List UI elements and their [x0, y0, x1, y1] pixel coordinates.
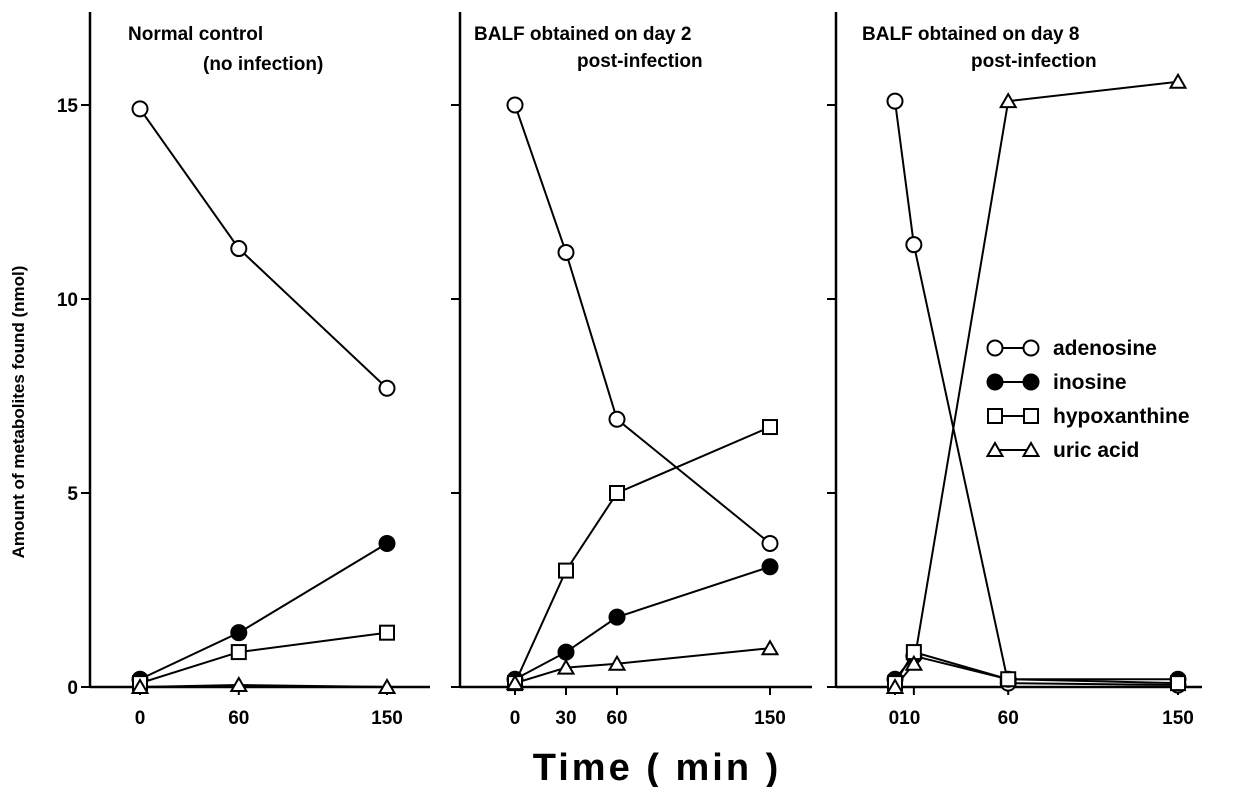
- legend-adenosine-marker-end: [1022, 339, 1040, 357]
- panel-1-adenosine-line: [139, 108, 388, 389]
- panel-3-hypoxanthine-point-60: [1000, 671, 1017, 688]
- panel-1-title-line-2: (no infection): [203, 54, 323, 75]
- panel-3-title-line-1: BALF obtained on day 8: [862, 24, 1079, 45]
- panel-1-inosine-line: [139, 542, 388, 681]
- panel-2-x-tick-label-0: 0: [510, 708, 521, 729]
- panel-3-adenosine-point-0: [886, 92, 904, 110]
- panel-3-uric-acid-line: [894, 80, 1179, 688]
- panel-2-adenosine-point-0: [506, 96, 524, 114]
- legend-hypoxanthine-marker-start: [987, 408, 1003, 424]
- legend-uric-acid-marker-end: [1021, 440, 1041, 457]
- y-axis-label: Amount of metabolites found (nmol): [9, 266, 28, 559]
- panel-1-hypoxanthine-point-150: [379, 624, 395, 641]
- legend-uric-acid-marker-start: [985, 440, 1005, 457]
- panel-2-inosine-line: [514, 565, 771, 681]
- panel-2-x-tick-label-150: 150: [754, 708, 786, 729]
- panel-2-hypoxanthine-line: [514, 426, 771, 684]
- panel-1-inosine-point-60: [230, 624, 248, 642]
- panel-1-adenosine-point-0: [131, 100, 149, 118]
- markers-layer: [130, 72, 1188, 694]
- legend-inosine-marker-end: [1022, 373, 1040, 391]
- panel-3-uric-acid-point-0: [885, 677, 905, 694]
- legend-hypoxanthine-label: hypoxanthine: [1053, 405, 1190, 428]
- panel-2-adenosine-point-150: [761, 534, 779, 552]
- panel-3-x-tick-label-60: 60: [998, 708, 1019, 729]
- legend-adenosine-label: adenosine: [1053, 337, 1157, 360]
- panel-2-uric-acid-point-30: [556, 658, 576, 675]
- lines-layer: [139, 80, 1179, 688]
- panel-3-adenosine-line: [894, 100, 1179, 687]
- panel-2-uric-acid-point-0: [505, 674, 525, 691]
- panel-2-hypoxanthine-point-150: [762, 419, 778, 436]
- legend: adenosine inosine hypoxanthine uric acid: [985, 337, 1190, 462]
- panel-1-hypoxanthine-point-60: [230, 644, 247, 661]
- panel-1-x-tick-label-0: 0: [135, 708, 146, 729]
- panel-2-title-line-1: BALF obtained on day 2: [474, 24, 691, 45]
- panel-2-x-tick-label-30: 30: [555, 708, 576, 729]
- panel-1-uric-acid-point-60: [229, 676, 249, 693]
- panel-1-x-tick-label-60: 60: [228, 708, 249, 729]
- panel-2-inosine-point-30: [557, 643, 575, 661]
- panel-1-inosine-point-150: [378, 534, 396, 552]
- panel-2-hypoxanthine-point-60: [609, 485, 625, 501]
- y-tick-label-5: 5: [67, 484, 78, 505]
- x-axis-label: Time ( min ): [533, 747, 782, 787]
- panel-1-adenosine-point-150: [378, 379, 396, 397]
- panel-2-uric-acid-point-60: [607, 654, 627, 671]
- panel-1-title-line-1: Normal control: [128, 24, 263, 45]
- panel-3-x-tick-label-0-10: 010: [889, 708, 921, 729]
- legend-adenosine-marker-start: [986, 339, 1004, 357]
- panel-3-adenosine-point-10: [905, 236, 923, 254]
- panel-3-uric-acid-point-150: [1168, 72, 1188, 89]
- panel-2-inosine-point-150: [761, 558, 779, 576]
- panel-1-uric-acid-point-150: [377, 677, 397, 694]
- panel-2-uric-acid-line: [514, 647, 771, 685]
- panel-2-adenosine-line: [514, 104, 771, 545]
- panel-1-x-tick-label-150: 150: [371, 708, 403, 729]
- panel-2-adenosine-point-60: [608, 410, 626, 428]
- panel-2-title-line-2: post-infection: [577, 51, 703, 72]
- panel-1-uric-acid-point-0: [130, 677, 150, 694]
- panel-1-hypoxanthine-line: [139, 631, 388, 685]
- panel-3-uric-acid-point-10: [904, 654, 924, 671]
- panel-2-inosine-point-60: [608, 608, 626, 626]
- panel-2-uric-acid-point-150: [760, 639, 780, 656]
- panel-3-hypoxanthine-point-150: [1170, 675, 1186, 692]
- legend-uric-acid-label: uric acid: [1053, 439, 1139, 462]
- y-tick-label-0: 0: [67, 678, 78, 699]
- panel-3-uric-acid-point-60: [998, 92, 1018, 109]
- panel-3-hypoxanthine-line: [894, 650, 1179, 685]
- panel-1-adenosine-point-60: [230, 240, 248, 258]
- panel-3-x-tick-label-150: 150: [1162, 708, 1194, 729]
- panel-2-x-tick-label-60: 60: [606, 708, 627, 729]
- panel-2-hypoxanthine-point-30: [558, 562, 574, 579]
- legend-hypoxanthine-marker-end: [1023, 408, 1039, 424]
- legend-inosine-marker-start: [986, 373, 1004, 391]
- y-tick-label-15: 15: [57, 96, 79, 117]
- panel-2-adenosine-point-30: [557, 243, 575, 261]
- y-tick-label-10: 10: [57, 290, 78, 311]
- panel-3-title-line-2: post-infection: [971, 51, 1097, 72]
- legend-inosine-label: inosine: [1053, 371, 1127, 394]
